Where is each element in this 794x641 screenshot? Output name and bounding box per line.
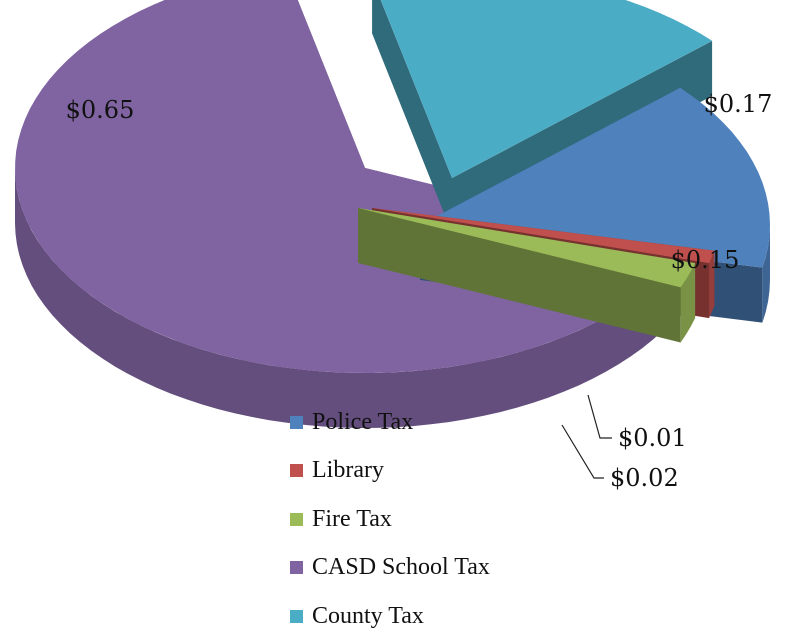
slice-county-cut-face-1 — [372, 0, 452, 233]
legend-swatch — [290, 561, 303, 575]
data-label-county: $0.17 — [704, 90, 773, 118]
slice-fire-top — [358, 208, 696, 288]
leader-line-library — [587, 394, 612, 439]
slice-county-top — [380, 0, 713, 178]
slice-fire-cut-face-2 — [358, 208, 681, 343]
legend: Police Tax Library Fire Tax CASD School Tax… — [290, 398, 490, 641]
legend-label: Fire Tax — [312, 505, 392, 532]
slice-casd-wall-1 — [15, 168, 688, 428]
slices-layer — [15, 0, 770, 428]
legend-label: Library — [312, 457, 384, 484]
legend-item-police: Police Tax — [290, 398, 490, 447]
legend-item-fire: Fire Tax — [290, 495, 490, 544]
legend-swatch — [290, 464, 303, 478]
legend-swatch — [290, 415, 303, 429]
slice-library-wall-1 — [709, 250, 715, 319]
legend-item-county: County Tax — [290, 592, 490, 641]
pie-chart: $0.65 $0.17 $0.15 $0.01 $0.02 — [15, 0, 773, 492]
slice-library-top — [372, 208, 715, 264]
slice-police-top — [420, 87, 770, 268]
legend-swatch — [290, 512, 303, 526]
slice-fire-wall-1 — [680, 263, 696, 343]
legend-label: CASD School Tax — [312, 554, 490, 581]
data-label-casd: $0.65 — [66, 96, 135, 124]
legend-swatch — [290, 609, 303, 623]
leader-line-fire — [561, 424, 604, 479]
slice-fire — [358, 208, 696, 343]
data-label-police: $0.15 — [671, 246, 740, 274]
data-label-fire: $0.02 — [610, 464, 679, 492]
legend-label: County Tax — [312, 602, 424, 629]
data-labels: $0.65 $0.17 $0.15 $0.01 $0.02 — [66, 90, 773, 492]
slice-police-wall-1 — [762, 225, 770, 323]
legend-label: Police Tax — [312, 408, 414, 435]
legend-item-casd: CASD School Tax — [290, 544, 490, 593]
legend-item-library: Library — [290, 447, 490, 496]
data-label-library: $0.01 — [618, 424, 687, 452]
